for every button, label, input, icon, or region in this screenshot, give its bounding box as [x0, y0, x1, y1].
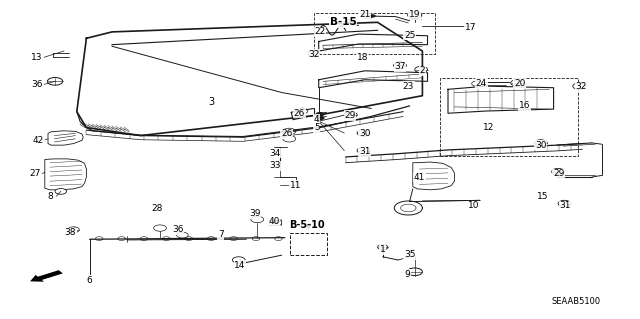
- Text: 11: 11: [290, 181, 301, 190]
- Text: 15: 15: [537, 192, 548, 201]
- Text: 29: 29: [344, 111, 356, 120]
- Text: 36: 36: [31, 80, 43, 89]
- Circle shape: [552, 168, 564, 175]
- Circle shape: [207, 237, 215, 241]
- Text: 37: 37: [394, 63, 406, 71]
- Text: 22: 22: [314, 27, 326, 36]
- Bar: [290, 233, 327, 255]
- Circle shape: [534, 140, 547, 146]
- Text: 26: 26: [294, 109, 305, 118]
- Text: 39: 39: [249, 209, 260, 218]
- Circle shape: [316, 112, 324, 116]
- Text: 40: 40: [268, 217, 280, 226]
- Text: 17: 17: [465, 23, 476, 32]
- Text: 36: 36: [172, 225, 184, 234]
- Text: 26: 26: [281, 130, 292, 138]
- Text: 25: 25: [404, 31, 415, 40]
- Circle shape: [283, 136, 296, 142]
- Text: 1: 1: [380, 245, 385, 254]
- Circle shape: [308, 51, 319, 56]
- Circle shape: [378, 245, 388, 250]
- Circle shape: [357, 130, 370, 136]
- Circle shape: [275, 237, 282, 241]
- Text: 4: 4: [314, 115, 319, 124]
- Text: 20: 20: [514, 79, 525, 88]
- Circle shape: [283, 128, 296, 135]
- Text: 24: 24: [476, 79, 487, 88]
- Circle shape: [357, 147, 370, 154]
- Text: 10: 10: [468, 201, 479, 210]
- Circle shape: [232, 257, 245, 263]
- Text: 13: 13: [31, 53, 43, 62]
- Circle shape: [140, 237, 148, 241]
- FancyArrow shape: [30, 270, 63, 282]
- Polygon shape: [48, 131, 83, 145]
- Text: SEAAB5100: SEAAB5100: [552, 297, 600, 306]
- Circle shape: [415, 66, 428, 73]
- Text: 14: 14: [234, 261, 246, 270]
- Circle shape: [47, 78, 63, 85]
- Circle shape: [95, 237, 103, 241]
- Circle shape: [271, 219, 280, 224]
- Circle shape: [363, 13, 373, 19]
- Circle shape: [369, 14, 376, 18]
- Text: 3: 3: [208, 97, 214, 107]
- Circle shape: [573, 83, 586, 89]
- Circle shape: [394, 62, 406, 69]
- Text: 16: 16: [519, 101, 531, 110]
- Text: 8: 8: [47, 192, 52, 201]
- Text: 30: 30: [359, 130, 371, 138]
- Circle shape: [511, 80, 524, 86]
- Text: 6: 6: [87, 276, 92, 285]
- Circle shape: [154, 225, 166, 231]
- Text: 12: 12: [483, 123, 494, 132]
- Circle shape: [296, 108, 308, 114]
- Text: 31: 31: [359, 147, 371, 156]
- Circle shape: [316, 116, 324, 120]
- Text: 42: 42: [33, 136, 44, 145]
- Text: 2: 2: [420, 66, 425, 75]
- Circle shape: [55, 189, 67, 194]
- Text: 29: 29: [553, 169, 564, 178]
- Text: 32: 32: [308, 50, 319, 59]
- Circle shape: [558, 200, 571, 207]
- Text: 23: 23: [403, 82, 414, 91]
- Text: 41: 41: [413, 173, 425, 182]
- Text: 30: 30: [535, 141, 547, 150]
- Text: 19: 19: [409, 10, 420, 19]
- Text: 21: 21: [359, 10, 371, 19]
- Bar: [314, 13, 435, 54]
- Polygon shape: [413, 162, 454, 190]
- Text: 28: 28: [151, 204, 163, 213]
- Text: 38: 38: [65, 228, 76, 237]
- Text: 35: 35: [404, 250, 415, 259]
- Text: 18: 18: [357, 53, 369, 62]
- Circle shape: [185, 237, 193, 241]
- Text: 7: 7: [218, 230, 223, 239]
- Circle shape: [251, 216, 264, 223]
- Text: 31: 31: [559, 201, 571, 210]
- Text: 33: 33: [269, 161, 281, 170]
- Circle shape: [472, 81, 482, 86]
- Text: B-15: B-15: [330, 17, 356, 27]
- Circle shape: [68, 227, 79, 233]
- Text: 32: 32: [575, 82, 587, 91]
- Text: 5: 5: [314, 123, 319, 132]
- Circle shape: [407, 268, 422, 276]
- Circle shape: [163, 237, 170, 241]
- Bar: [440, 78, 578, 156]
- Text: 34: 34: [269, 149, 281, 158]
- Circle shape: [118, 237, 125, 241]
- Circle shape: [344, 112, 357, 118]
- Circle shape: [408, 11, 422, 19]
- Text: B-5-10: B-5-10: [289, 220, 325, 230]
- Circle shape: [177, 232, 188, 238]
- Text: 27: 27: [29, 169, 41, 178]
- Circle shape: [230, 237, 237, 241]
- Circle shape: [252, 237, 260, 241]
- Text: 9: 9: [405, 270, 410, 279]
- Polygon shape: [45, 159, 86, 190]
